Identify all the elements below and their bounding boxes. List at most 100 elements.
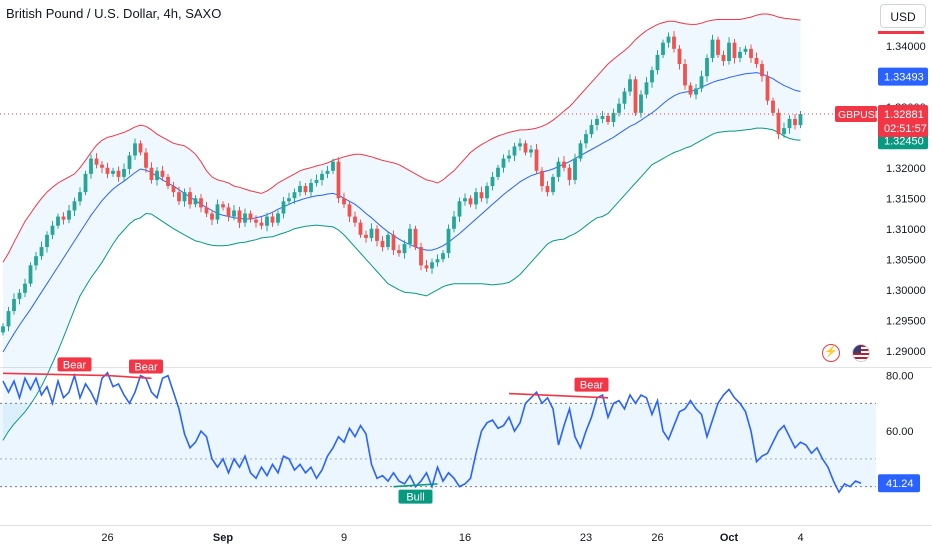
- bear-label-bg: [574, 377, 609, 392]
- candle: [545, 181, 550, 197]
- candle-body: [787, 118, 792, 129]
- candle-body: [270, 216, 275, 223]
- candle: [518, 138, 522, 151]
- candle-body: [567, 167, 572, 180]
- candle-body: [320, 173, 324, 180]
- candle: [507, 150, 511, 163]
- candle: [496, 164, 500, 180]
- candle-body: [188, 192, 192, 205]
- rsi-value-bg: [878, 474, 920, 493]
- candle-body: [661, 42, 665, 55]
- candle: [188, 187, 192, 209]
- candle: [727, 37, 731, 65]
- candle-body: [479, 192, 484, 199]
- candle: [611, 108, 616, 127]
- candle: [23, 278, 27, 298]
- candle-body: [314, 179, 319, 183]
- candle: [56, 213, 60, 229]
- candle: [694, 84, 698, 100]
- current-price-text: 1.32881: [884, 109, 924, 121]
- candle: [595, 115, 599, 131]
- candle-body: [644, 82, 649, 95]
- candle-body: [545, 186, 550, 193]
- bollinger-band-fill: [3, 14, 801, 441]
- candle-body: [369, 228, 374, 238]
- price-label-text: 1.32450: [884, 135, 924, 147]
- candle-body: [386, 234, 390, 248]
- rsi-value-text: 41.24: [886, 478, 914, 490]
- candle-body: [160, 170, 165, 177]
- lightning-bolt-icon[interactable]: ⚡: [822, 344, 840, 362]
- rsi-tick-label: 80.00: [886, 371, 914, 383]
- candle: [28, 262, 33, 287]
- candle: [248, 210, 253, 223]
- candle-body: [215, 204, 220, 220]
- candle: [281, 197, 286, 219]
- candle: [111, 167, 115, 177]
- candle: [67, 204, 71, 224]
- candle-body: [413, 228, 418, 248]
- candle-body: [633, 79, 638, 113]
- candle-body: [710, 39, 715, 58]
- candle: [287, 192, 291, 205]
- candle: [644, 76, 649, 99]
- candle: [754, 52, 759, 68]
- candle: [83, 170, 88, 196]
- currency-button[interactable]: USD: [880, 4, 926, 28]
- candle-body: [727, 42, 731, 61]
- candle: [677, 45, 682, 70]
- candle-body: [144, 152, 148, 168]
- candle-body: [78, 192, 82, 202]
- candle: [397, 244, 401, 257]
- candle-body: [67, 210, 71, 220]
- candle: [232, 204, 236, 221]
- candle-body: [512, 146, 517, 156]
- candle-body: [655, 54, 660, 71]
- candle-body: [589, 125, 594, 135]
- bull-divergence-line: [393, 483, 438, 488]
- candle: [529, 145, 533, 158]
- candle-body: [265, 216, 269, 226]
- candle: [408, 223, 412, 249]
- candle-body: [358, 222, 363, 235]
- candle-body: [210, 213, 214, 220]
- candle-body: [309, 183, 313, 193]
- candle-body: [61, 216, 66, 220]
- us-flag-icon[interactable]: [852, 344, 870, 362]
- candle: [573, 153, 577, 185]
- candle-body: [292, 192, 297, 199]
- candle-body: [39, 247, 44, 257]
- candle: [133, 138, 137, 160]
- candle-body: [424, 265, 429, 269]
- candle: [622, 87, 627, 110]
- price-tick-label: 1.31500: [886, 193, 926, 205]
- candle-body: [600, 115, 605, 119]
- candle-body: [639, 94, 643, 113]
- candle: [633, 76, 638, 116]
- candle: [435, 254, 440, 267]
- candle-body: [523, 143, 528, 153]
- candle: [160, 165, 165, 182]
- candle-body: [551, 176, 555, 193]
- candle: [270, 211, 275, 227]
- time-tick-label: 26: [651, 532, 663, 544]
- candle-body: [325, 170, 330, 174]
- candle: [463, 193, 467, 206]
- candle: [303, 183, 308, 196]
- candle-body: [171, 186, 176, 193]
- candle: [193, 195, 198, 208]
- bear-label-bg: [57, 357, 92, 372]
- candle: [705, 54, 709, 82]
- candle-body: [45, 234, 49, 248]
- candle: [760, 60, 764, 82]
- candle: [738, 46, 742, 63]
- candle-body: [452, 216, 456, 229]
- candle: [743, 45, 748, 55]
- candle: [551, 173, 555, 196]
- candle-body: [430, 262, 434, 269]
- candle-body: [397, 250, 401, 254]
- candle: [787, 115, 792, 134]
- candle-body: [474, 192, 478, 205]
- candle: [782, 122, 786, 138]
